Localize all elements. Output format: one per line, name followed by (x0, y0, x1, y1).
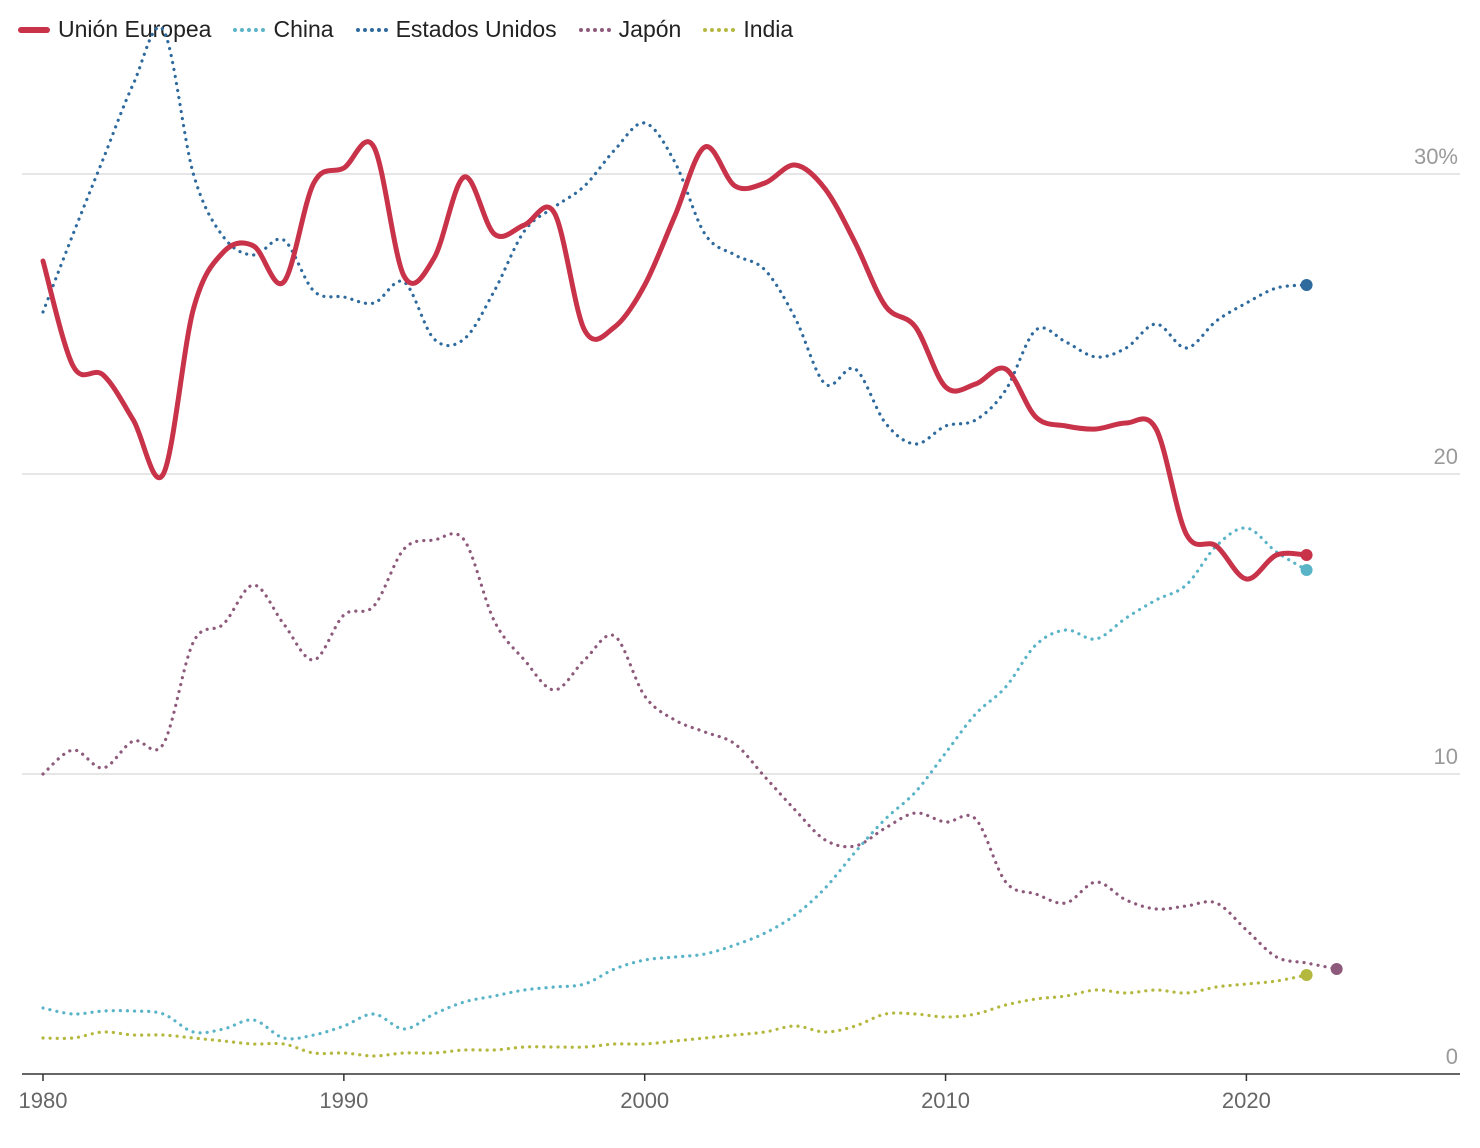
legend-item-estados-unidos[interactable]: Estados Unidos (355, 16, 557, 43)
legend-item-union-europea[interactable]: Unión Europea (18, 16, 211, 43)
end-point-union-europea[interactable] (1300, 549, 1313, 561)
series-end-markers (1300, 279, 1343, 981)
x-tick-label-2000: 2000 (620, 1088, 669, 1113)
legend-swatch-china (233, 27, 266, 32)
end-point-india[interactable] (1300, 969, 1313, 981)
y-tick-label-0: 0 (1446, 1044, 1458, 1069)
series-line-india (41, 973, 1309, 1058)
end-point-china[interactable] (1300, 564, 1313, 576)
y-tick-label-30: 30% (1414, 144, 1458, 169)
y-axis-ticks: 0 10 20 30% (1414, 144, 1458, 1069)
legend-label-union-europea: Unión Europea (58, 16, 212, 42)
legend-swatch-japon (578, 27, 611, 32)
legend-item-japon[interactable]: Japón (578, 16, 682, 43)
series-line-union-europea (40, 139, 1310, 582)
end-point-estados-unidos[interactable] (1300, 279, 1313, 291)
y-tick-label-20: 20 (1434, 444, 1458, 469)
x-axis: 1980 1990 2000 2010 2020 (19, 1073, 1460, 1113)
legend: Unión Europea China Estados Unidos Japón… (18, 16, 793, 43)
legend-swatch-india (703, 27, 736, 32)
x-tick-label-2020: 2020 (1222, 1088, 1271, 1113)
legend-label-india: India (743, 16, 794, 42)
x-tick-label-2010: 2010 (921, 1088, 970, 1113)
series-lines (40, 25, 1339, 1058)
legend-item-india[interactable]: India (703, 16, 793, 43)
legend-label-china: China (273, 16, 334, 42)
y-tick-label-10: 10 (1434, 744, 1458, 769)
legend-label-japon: Japón (618, 16, 682, 42)
x-tick-label-1980: 1980 (19, 1088, 68, 1113)
series-line-japon (41, 532, 1339, 971)
grid-lines (22, 173, 1460, 775)
legend-swatch-union-europea (18, 26, 50, 33)
end-point-japon[interactable] (1330, 963, 1343, 975)
legend-item-china[interactable]: China (233, 16, 334, 43)
x-tick-label-1990: 1990 (319, 1088, 368, 1113)
series-line-china (41, 526, 1309, 1041)
series-line-estados-unidos (41, 25, 1309, 446)
legend-label-estados-unidos: Estados Unidos (395, 16, 557, 42)
legend-swatch-estados-unidos (355, 27, 388, 32)
